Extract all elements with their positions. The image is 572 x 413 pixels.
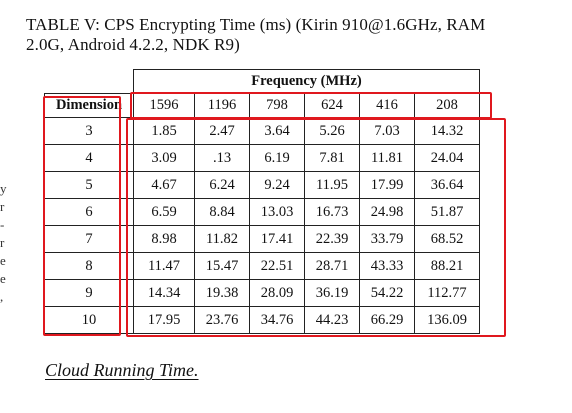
encrypting-time-table: Frequency (MHz) Dimension 1596 1196 798 … <box>44 69 480 334</box>
time-value-cell: 7.03 <box>359 117 415 145</box>
table-row: 3 1.85 2.47 3.64 5.26 7.03 14.32 <box>44 117 480 145</box>
time-value-cell: 51.87 <box>414 198 480 226</box>
table-row: 10 17.95 23.76 34.76 44.23 66.29 136.09 <box>44 306 480 334</box>
table-row: 4 3.09 .13 6.19 7.81 11.81 24.04 <box>44 144 480 172</box>
time-value-cell: 8.84 <box>194 198 250 226</box>
time-value-cell: 36.64 <box>414 171 480 199</box>
time-value-cell: 112.77 <box>414 279 480 307</box>
time-value-cell: 11.81 <box>359 144 415 172</box>
dimension-cell: 8 <box>44 252 134 280</box>
time-value-cell: 11.95 <box>304 171 360 199</box>
time-value-cell: 22.51 <box>249 252 305 280</box>
time-value-cell: 1.85 <box>133 117 195 145</box>
margin-fragment: r <box>0 199 5 214</box>
frequency-header-cell: 624 <box>304 93 360 118</box>
frequency-header-cell: 1196 <box>194 93 250 118</box>
time-value-cell: 17.99 <box>359 171 415 199</box>
table-corner-blank <box>44 69 134 94</box>
dimension-cell: 4 <box>44 144 134 172</box>
frequency-header-cell: 208 <box>414 93 480 118</box>
frequency-group-header: Frequency (MHz) <box>133 69 480 94</box>
table-group-header-row: Frequency (MHz) <box>44 69 480 94</box>
time-value-cell: 2.47 <box>194 117 250 145</box>
time-value-cell: 17.95 <box>133 306 195 334</box>
table-row: 8 11.47 15.47 22.51 28.71 43.33 88.21 <box>44 252 480 280</box>
time-value-cell: 23.76 <box>194 306 250 334</box>
margin-fragment: - <box>0 217 5 232</box>
margin-fragment: r <box>0 235 5 250</box>
time-value-cell: 5.26 <box>304 117 360 145</box>
section-heading: Cloud Running Time. <box>45 360 199 380</box>
time-value-cell: 136.09 <box>414 306 480 334</box>
time-value-cell: 34.76 <box>249 306 305 334</box>
time-value-cell: 6.59 <box>133 198 195 226</box>
table-row: 6 6.59 8.84 13.03 16.73 24.98 51.87 <box>44 198 480 226</box>
time-value-cell: 24.98 <box>359 198 415 226</box>
time-value-cell: 14.34 <box>133 279 195 307</box>
time-value-cell: 43.33 <box>359 252 415 280</box>
time-value-cell: 6.19 <box>249 144 305 172</box>
time-value-cell: 17.41 <box>249 225 305 253</box>
time-value-cell: 8.98 <box>133 225 195 253</box>
dimension-cell: 9 <box>44 279 134 307</box>
caption-line-1: TABLE V: CPS Encrypting Time (ms) (Kirin… <box>26 15 486 34</box>
time-value-cell: 11.47 <box>133 252 195 280</box>
dimension-cell: 5 <box>44 171 134 199</box>
table-row: 5 4.67 6.24 9.24 11.95 17.99 36.64 <box>44 171 480 199</box>
margin-fragment: , <box>0 289 4 304</box>
time-value-cell: 16.73 <box>304 198 360 226</box>
time-value-cell: .13 <box>194 144 250 172</box>
dimension-column-header: Dimension <box>44 93 134 118</box>
time-value-cell: 7.81 <box>304 144 360 172</box>
time-value-cell: 4.67 <box>133 171 195 199</box>
time-value-cell: 68.52 <box>414 225 480 253</box>
table-caption: TABLE V: CPS Encrypting Time (ms) (Kirin… <box>26 15 546 55</box>
frequency-header-cell: 1596 <box>133 93 195 118</box>
time-value-cell: 3.09 <box>133 144 195 172</box>
dimension-cell: 6 <box>44 198 134 226</box>
time-value-cell: 6.24 <box>194 171 250 199</box>
time-value-cell: 28.09 <box>249 279 305 307</box>
frequency-header-cell: 416 <box>359 93 415 118</box>
time-value-cell: 9.24 <box>249 171 305 199</box>
frequency-header-cell: 798 <box>249 93 305 118</box>
dimension-cell: 3 <box>44 117 134 145</box>
time-value-cell: 33.79 <box>359 225 415 253</box>
time-value-cell: 22.39 <box>304 225 360 253</box>
time-value-cell: 24.04 <box>414 144 480 172</box>
table-header-row: Dimension 1596 1196 798 624 416 208 <box>44 93 480 118</box>
table-row: 9 14.34 19.38 28.09 36.19 54.22 112.77 <box>44 279 480 307</box>
time-value-cell: 36.19 <box>304 279 360 307</box>
margin-fragment: y <box>0 181 7 196</box>
caption-line-2: 2.0G, Android 4.2.2, NDK R9) <box>26 35 240 54</box>
time-value-cell: 88.21 <box>414 252 480 280</box>
time-value-cell: 28.71 <box>304 252 360 280</box>
dimension-cell: 7 <box>44 225 134 253</box>
time-value-cell: 44.23 <box>304 306 360 334</box>
left-margin-text-fragments: y r - r e e , <box>0 180 10 306</box>
time-value-cell: 11.82 <box>194 225 250 253</box>
time-value-cell: 3.64 <box>249 117 305 145</box>
time-value-cell: 15.47 <box>194 252 250 280</box>
margin-fragment: e <box>0 271 6 286</box>
time-value-cell: 14.32 <box>414 117 480 145</box>
time-value-cell: 66.29 <box>359 306 415 334</box>
margin-fragment: e <box>0 253 6 268</box>
table-row: 7 8.98 11.82 17.41 22.39 33.79 68.52 <box>44 225 480 253</box>
time-value-cell: 54.22 <box>359 279 415 307</box>
time-value-cell: 13.03 <box>249 198 305 226</box>
dimension-cell: 10 <box>44 306 134 334</box>
time-value-cell: 19.38 <box>194 279 250 307</box>
